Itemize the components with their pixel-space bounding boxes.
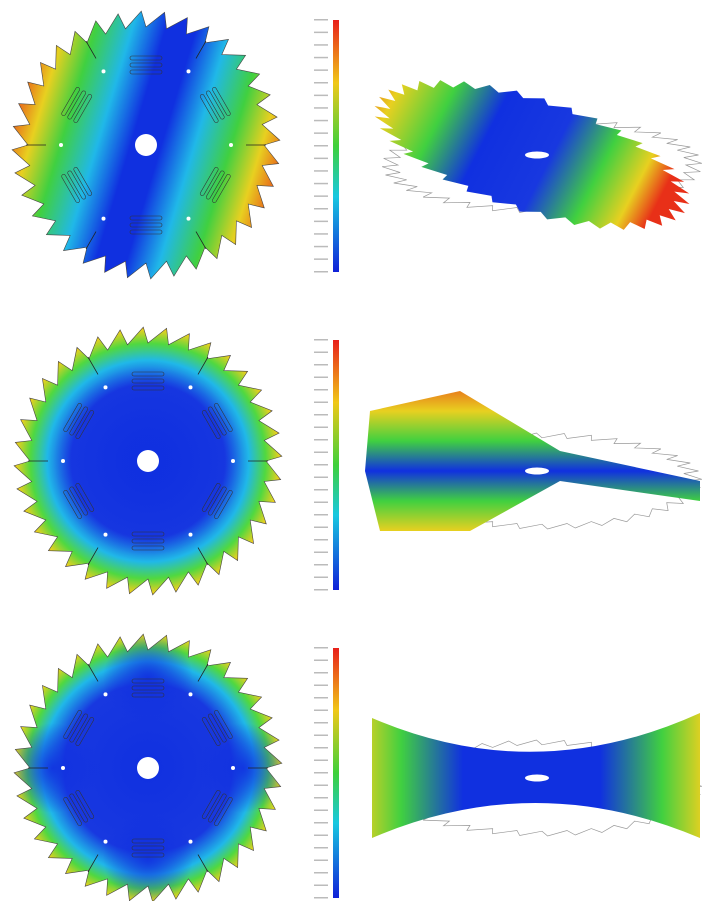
color-bar-label <box>314 183 328 185</box>
color-bar-label <box>314 364 328 366</box>
fea-mode-shapes <box>0 0 703 901</box>
color-bar-label <box>314 564 328 566</box>
color-bar-label <box>314 32 328 33</box>
color-bar-label <box>314 489 328 491</box>
color-bar-label <box>314 822 328 824</box>
color-bar <box>333 20 339 272</box>
color-bar-label <box>314 552 328 554</box>
mode-row <box>8 628 703 901</box>
pin <box>189 533 193 537</box>
color-bar-label <box>314 414 328 416</box>
color-bar-label <box>314 860 328 862</box>
color-bar-label <box>314 132 328 134</box>
mode-row <box>8 321 703 601</box>
pin <box>231 766 235 770</box>
color-bar-label <box>314 439 328 441</box>
color-bar-label <box>314 772 328 774</box>
color-bar-label <box>314 221 328 223</box>
pin <box>187 69 191 73</box>
color-bar-label <box>314 339 328 341</box>
pin <box>231 459 235 463</box>
pin <box>229 143 233 147</box>
color-bar-label <box>314 810 328 812</box>
pin <box>104 385 108 389</box>
color-bar-label <box>314 647 328 649</box>
arbor-hole <box>137 757 159 779</box>
color-bar-label <box>314 464 328 466</box>
color-bar-label <box>314 722 328 724</box>
color-bar-label <box>314 107 328 109</box>
color-bar-label <box>314 158 328 160</box>
color-bar-label <box>314 502 328 504</box>
pin <box>61 459 65 463</box>
color-bar-label <box>314 389 328 391</box>
color-bar-label <box>314 69 328 71</box>
pin <box>102 217 106 221</box>
color-bar-label <box>314 452 328 454</box>
arbor-hole <box>525 468 549 475</box>
pin <box>189 692 193 696</box>
color-bar-label <box>314 402 328 404</box>
color-bar-label <box>314 735 328 737</box>
color-bar-label <box>314 514 328 516</box>
low-region <box>103 633 193 723</box>
color-bar-label <box>314 19 328 21</box>
color-bar-label <box>314 377 328 379</box>
color-bar-label <box>314 527 328 529</box>
color-bar-label <box>314 897 328 899</box>
color-bar-label <box>314 672 328 674</box>
color-bar-label <box>314 785 328 787</box>
color-bar-label <box>314 271 328 273</box>
color-bar-label <box>314 697 328 699</box>
color-bar-label <box>314 352 328 354</box>
rows <box>6 5 703 901</box>
color-bar-label <box>314 57 328 59</box>
pin <box>189 840 193 844</box>
pin <box>189 385 193 389</box>
color-bar-label <box>314 835 328 837</box>
pin <box>104 840 108 844</box>
color-bar-label <box>314 577 328 579</box>
color-bar-label <box>314 258 328 260</box>
pin <box>187 217 191 221</box>
color-bar-label <box>314 660 328 662</box>
color-bar-label <box>314 797 328 799</box>
color-bar-label <box>314 539 328 541</box>
color-bar-label <box>314 170 328 172</box>
pin <box>59 143 63 147</box>
arbor-hole <box>525 152 549 159</box>
color-bar-label <box>314 246 328 248</box>
color-bar-label <box>314 427 328 429</box>
color-bar-label <box>314 195 328 197</box>
color-bar <box>333 648 339 898</box>
color-bar <box>333 340 339 590</box>
arbor-hole <box>135 134 157 156</box>
color-bar-label <box>314 589 328 591</box>
pin <box>104 692 108 696</box>
color-bar-label <box>314 95 328 97</box>
color-bar-label <box>314 145 328 147</box>
color-bar-label <box>314 885 328 887</box>
color-bar-label <box>314 847 328 849</box>
color-bar-label <box>314 685 328 687</box>
color-bar-label <box>314 747 328 749</box>
arbor-hole <box>137 450 159 472</box>
mode-row <box>6 5 703 285</box>
color-bar-label <box>314 872 328 874</box>
color-bar-label <box>314 477 328 479</box>
pin <box>102 69 106 73</box>
pin <box>104 533 108 537</box>
color-bar-label <box>314 44 328 46</box>
color-bar-label <box>314 710 328 712</box>
color-bar-label <box>314 120 328 122</box>
color-bar-label <box>314 208 328 210</box>
pin <box>61 766 65 770</box>
color-bar-label <box>314 760 328 762</box>
color-bar-label <box>314 233 328 235</box>
color-bar-label <box>314 82 328 84</box>
arbor-hole <box>525 775 549 782</box>
